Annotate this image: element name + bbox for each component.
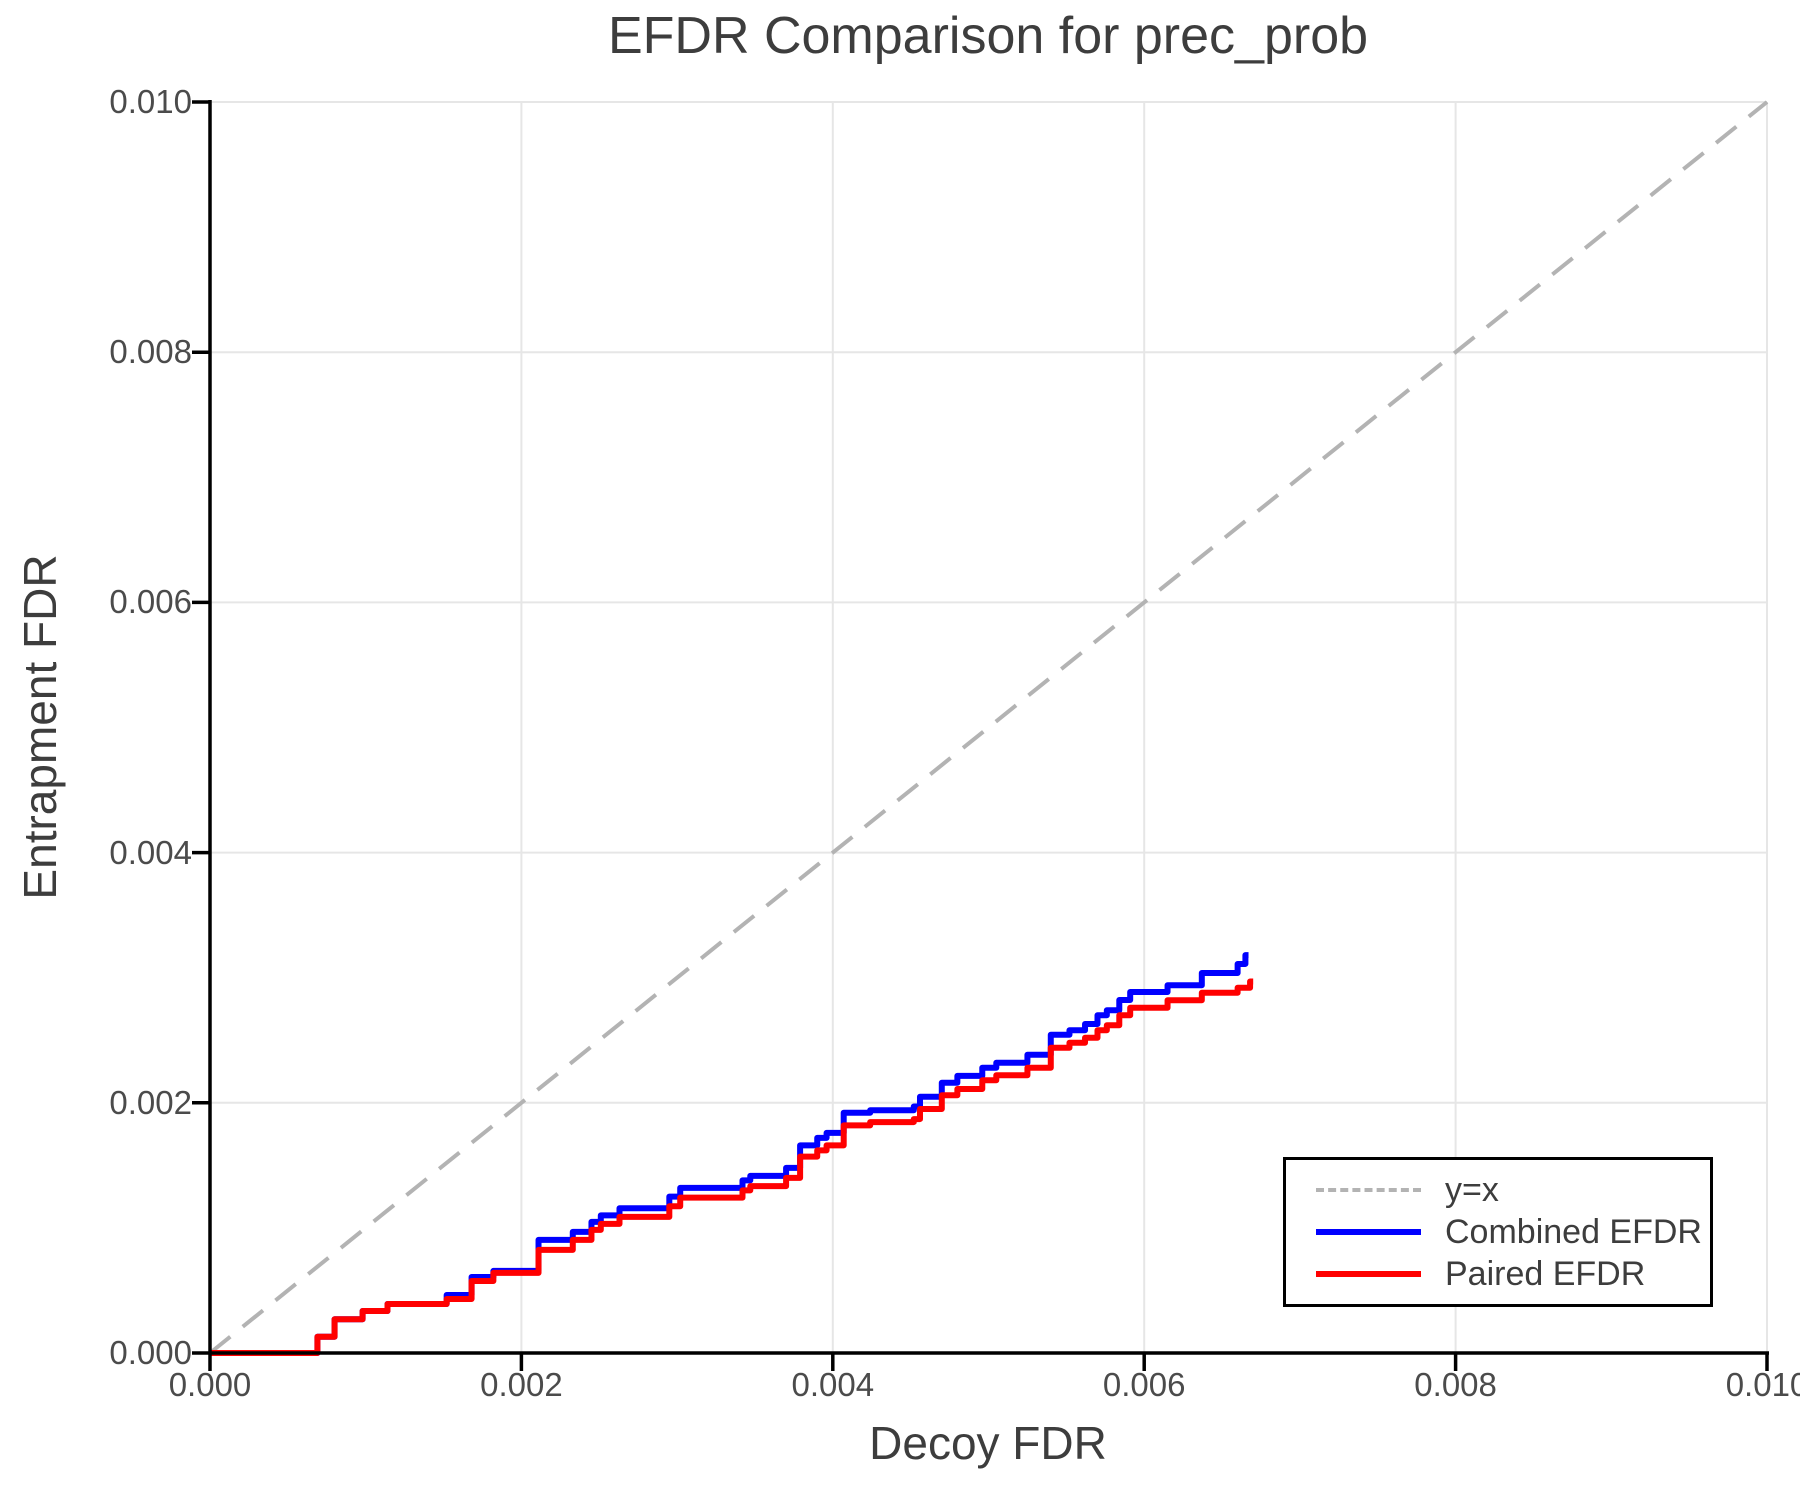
chart-title: EFDR Comparison for prec_prob bbox=[607, 7, 1369, 65]
y-tick-label: 0.010 bbox=[109, 83, 192, 120]
series-line-combined-efdr bbox=[210, 952, 1249, 1356]
x-axis-label: Decoy FDR bbox=[869, 1417, 1107, 1469]
x-tick-label: 0.000 bbox=[168, 1366, 252, 1403]
x-tick-label: 0.002 bbox=[480, 1366, 563, 1403]
x-tick-label: 0.010 bbox=[1725, 1366, 1800, 1403]
y-tick-label: 0.004 bbox=[109, 833, 192, 871]
x-tick-label: 0.004 bbox=[791, 1366, 875, 1403]
legend-label: Combined EFDR bbox=[1445, 1212, 1702, 1251]
legend: y=x Combined EFDR Paired EFDR bbox=[1283, 1157, 1713, 1307]
legend-label: y=x bbox=[1445, 1170, 1499, 1209]
x-tick-label: 0.006 bbox=[1102, 1366, 1186, 1403]
legend-label: Paired EFDR bbox=[1445, 1254, 1646, 1293]
red-line-icon bbox=[1316, 1271, 1421, 1277]
y-tick-label: 0.008 bbox=[109, 333, 192, 371]
y-tick-label: 0.002 bbox=[109, 1083, 192, 1121]
y-axis-label: Entrapment FDR bbox=[14, 554, 66, 900]
series-line-paired-efdr bbox=[210, 978, 1254, 1356]
dashed-line-icon bbox=[1316, 1188, 1421, 1192]
y-tick-label: 0.006 bbox=[109, 583, 192, 621]
x-tick-label: 0.008 bbox=[1414, 1366, 1497, 1403]
legend-entry-combined-efdr: Combined EFDR bbox=[1286, 1212, 1710, 1251]
y-tick-label: 0.000 bbox=[109, 1334, 192, 1371]
legend-entry-paired-efdr: Paired EFDR bbox=[1286, 1254, 1710, 1293]
blue-line-icon bbox=[1316, 1229, 1421, 1235]
legend-entry-yx: y=x bbox=[1286, 1170, 1710, 1209]
